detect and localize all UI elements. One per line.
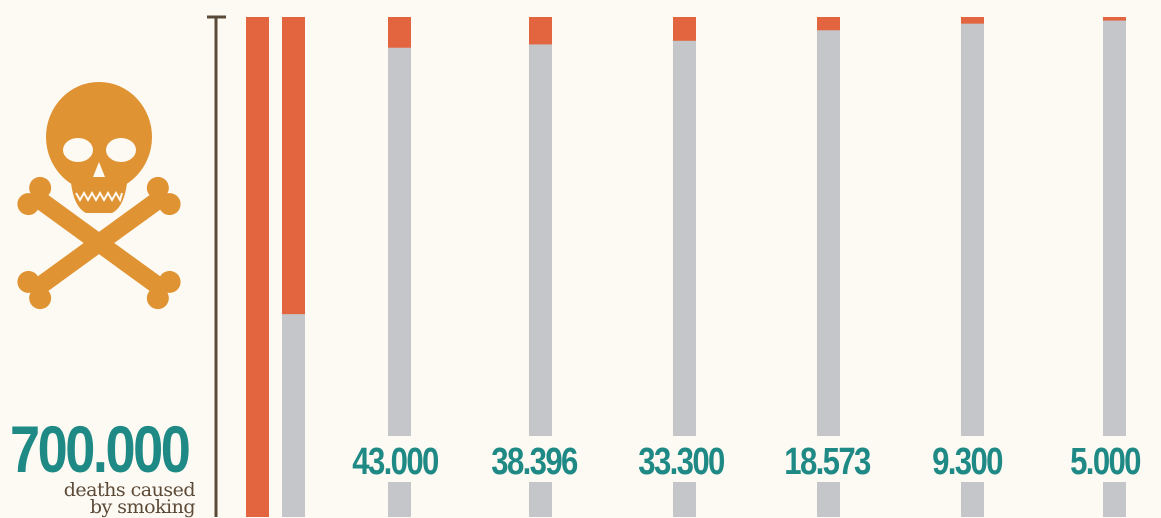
bar-value-5 xyxy=(817,17,840,31)
bar-background-2 xyxy=(388,17,411,517)
caption-line-2: by smoking xyxy=(89,496,196,518)
bar-background-5 xyxy=(817,17,840,517)
value-label-7: 5.000 xyxy=(1070,441,1140,483)
value-label-5: 18.573 xyxy=(784,441,871,483)
bar-value-6 xyxy=(961,17,984,24)
value-label-background-7 xyxy=(1043,436,1161,482)
value-label-6: 9.300 xyxy=(932,441,1002,483)
headline-value: 700.000 xyxy=(10,412,191,486)
value-label-background-6 xyxy=(905,436,1029,482)
value-label-background-3 xyxy=(472,436,596,482)
value-label-4: 33.300 xyxy=(638,441,724,483)
bar-background-3 xyxy=(529,17,552,517)
value-label-3: 38.396 xyxy=(491,441,578,483)
bar-value-0 xyxy=(246,17,269,517)
value-label-background-2 xyxy=(333,436,457,482)
bar-background-7 xyxy=(1103,17,1126,517)
value-label-background-4 xyxy=(619,436,743,482)
bar-value-4 xyxy=(673,17,696,41)
headline-caption: deaths caused by smoking xyxy=(63,479,196,518)
value-label-background-5 xyxy=(765,436,889,482)
skull-and-crossbones-icon xyxy=(17,82,181,310)
bar-background-4 xyxy=(673,17,696,517)
bar-value-7 xyxy=(1103,17,1126,21)
caption-line-1: deaths caused xyxy=(63,479,196,501)
value-label-2: 43.000 xyxy=(352,441,438,483)
bar-background-6 xyxy=(961,17,984,517)
bar-value-2 xyxy=(388,17,411,48)
bar-value-1 xyxy=(282,17,305,315)
bar-value-3 xyxy=(529,17,552,45)
